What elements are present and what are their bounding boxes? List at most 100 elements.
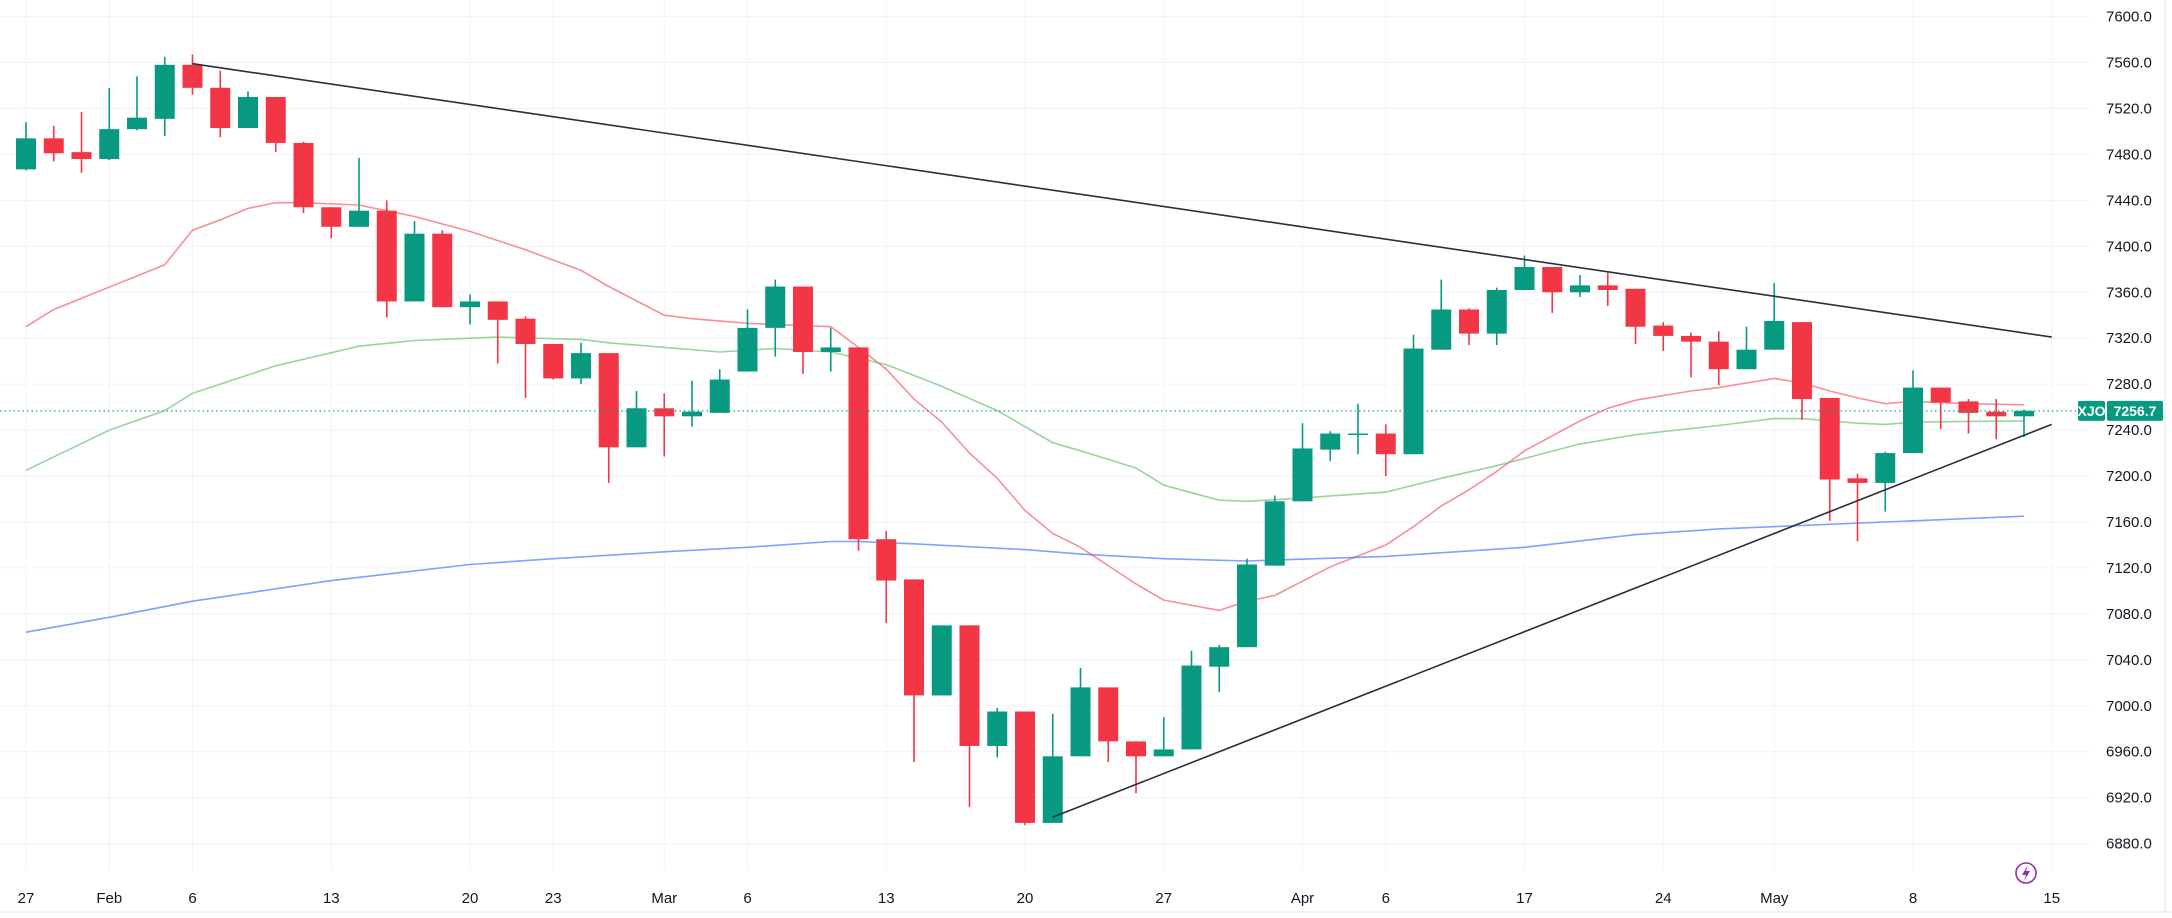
- candle-body: [1237, 564, 1257, 648]
- candle-body: [460, 301, 480, 308]
- y-tick-label: 6880.0: [2106, 836, 2152, 853]
- candle-body: [321, 207, 342, 227]
- candle: [1625, 288, 1646, 344]
- x-tick-label: 6: [743, 890, 751, 907]
- candle-body: [71, 152, 92, 160]
- candle: [1209, 644, 1230, 692]
- candle-body: [376, 210, 397, 302]
- candle: [1042, 713, 1063, 823]
- moving-average-line-ma-slow: [25, 515, 2025, 633]
- candle-body: [1930, 387, 1951, 403]
- candle-body: [1792, 322, 1812, 400]
- candle: [959, 625, 980, 807]
- candle: [265, 97, 286, 153]
- candle-body: [598, 353, 619, 448]
- candle: [1708, 331, 1729, 386]
- candle: [737, 309, 758, 372]
- trendline[interactable]: [192, 62, 2052, 338]
- candle-body: [931, 625, 952, 696]
- x-tick-label: 20: [462, 890, 479, 907]
- x-tick-label: 24: [1655, 890, 1672, 907]
- candle-body: [1431, 309, 1452, 350]
- candle: [765, 279, 786, 357]
- candle: [904, 579, 924, 763]
- last-price-badge-label: 7256.7: [2114, 403, 2157, 419]
- candle: [1181, 650, 1202, 750]
- candle-body: [154, 64, 175, 119]
- candle: [793, 286, 813, 374]
- lightning-bolt-icon[interactable]: [2015, 862, 2037, 884]
- candle: [1098, 687, 1119, 763]
- x-tick-label: Mar: [651, 890, 677, 907]
- y-tick-label: 7120.0: [2106, 560, 2152, 577]
- candle-body: [99, 129, 120, 160]
- x-tick-label: Feb: [96, 890, 122, 907]
- x-tick-label: Apr: [1291, 890, 1314, 907]
- candle-body: [1597, 285, 1618, 290]
- x-tick-label: 13: [878, 890, 895, 907]
- y-tick-label: 6960.0: [2106, 744, 2152, 761]
- candle-body: [654, 408, 675, 417]
- candle-body: [349, 210, 369, 227]
- x-tick-label: 13: [323, 890, 340, 907]
- candle: [1764, 283, 1785, 350]
- candle-body: [1875, 453, 1896, 483]
- trendlines[interactable]: [192, 62, 2053, 818]
- y-tick-label: 7040.0: [2106, 652, 2152, 669]
- candle-body: [1764, 320, 1785, 350]
- candle: [1930, 387, 1951, 429]
- candle-body: [1042, 756, 1063, 823]
- trendline[interactable]: [1052, 423, 2053, 818]
- candle: [210, 70, 231, 138]
- candle-body: [1653, 325, 1674, 336]
- candle-body: [1209, 647, 1230, 667]
- candle: [182, 54, 203, 95]
- candle-body: [1736, 349, 1757, 370]
- candle-body: [1459, 309, 1479, 334]
- candle-body: [959, 625, 980, 746]
- y-tick-label: 7200.0: [2106, 468, 2152, 485]
- y-tick-label: 7400.0: [2106, 238, 2152, 255]
- candle: [460, 294, 480, 325]
- time-axis[interactable]: 27 Feb 6 13 20 23 Mar 6 13 20 27 Apr 6 17 24 May 8 15: [18, 890, 2060, 907]
- price-axis[interactable]: 7600.0 7560.0 7520.0 7480.0 7440.0 7400.0 7360…: [2106, 9, 2152, 853]
- candle-body: [1903, 387, 1923, 454]
- candle-body: [293, 142, 314, 208]
- candle: [1431, 279, 1452, 350]
- candle: [376, 200, 397, 318]
- candle: [1403, 334, 1424, 455]
- candle: [43, 125, 64, 162]
- candle: [1015, 711, 1035, 826]
- candle: [1264, 495, 1285, 566]
- x-tick-label: 23: [545, 890, 562, 907]
- candle: [931, 625, 952, 696]
- candle: [71, 111, 92, 173]
- candle: [1653, 322, 1674, 351]
- candle: [876, 531, 897, 624]
- candle-body: [1015, 711, 1035, 823]
- candle: [1070, 667, 1091, 757]
- x-tick-label: 20: [1017, 890, 1034, 907]
- candle: [404, 221, 425, 302]
- candle-body: [1542, 266, 1563, 293]
- x-tick-label: 27: [18, 890, 35, 907]
- candle: [515, 316, 536, 398]
- candle-body: [127, 117, 147, 130]
- candle: [1292, 423, 1313, 502]
- candle-body: [737, 327, 758, 372]
- candle: [654, 393, 675, 457]
- candle-body: [1570, 285, 1590, 293]
- candle-body: [987, 711, 1008, 746]
- x-tick-label: May: [1760, 890, 1789, 907]
- candle-body: [1320, 433, 1341, 450]
- candle: [1459, 308, 1479, 346]
- y-tick-label: 7440.0: [2106, 192, 2152, 209]
- moving-averages: [25, 201, 2025, 633]
- candle-body: [1514, 266, 1535, 290]
- last-price-badge: [2107, 400, 2163, 421]
- candle-body: [1070, 687, 1091, 757]
- last-price-marker: XJO 7256.7: [0, 400, 2163, 421]
- y-tick-label: 7000.0: [2106, 698, 2152, 715]
- candle: [1681, 332, 1701, 378]
